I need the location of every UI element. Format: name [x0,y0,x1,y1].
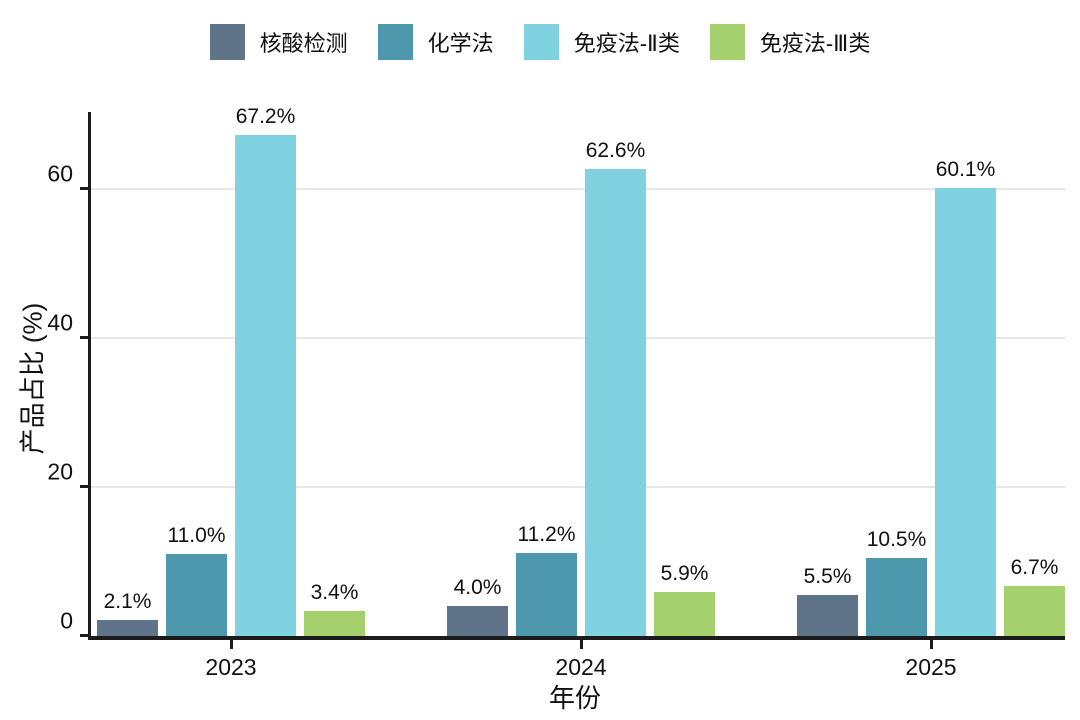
bar: 67.2% [235,105,296,636]
bar: 5.9% [654,562,715,636]
bar-value-label: 5.5% [803,565,852,589]
legend-swatch-icon [709,24,745,60]
legend-label: 核酸检测 [259,31,348,56]
bar: 5.5% [797,565,858,636]
gridline [91,485,1065,488]
legend-label: 化学法 [427,31,494,56]
y-axis-tick [80,484,88,488]
bar-value-label: 10.5% [866,527,927,551]
legend-swatch-icon [523,24,559,60]
bar: 62.6% [585,139,646,636]
gridline [91,187,1065,190]
bar: 11.2% [516,523,577,636]
legend-item: 核酸检测 [209,24,348,60]
bar-value-label: 3.4% [310,580,359,604]
bar-group: 2.1% 11.0% 67.2% 3.4% [97,105,365,636]
plot-area: 0 20 40 60 2.1% 11.0% 67.2% 3.4% 2023 4.0% 11.2% 62… [47,105,1065,680]
x-axis-tick [930,640,933,649]
bar: 11.0% [166,524,227,636]
legend-label: 免疫法-Ⅲ类 [759,31,871,56]
legend-item: 免疫法-Ⅱ类 [523,24,680,60]
bar-value-label: 67.2% [235,105,296,129]
bar-value-label: 62.6% [585,139,646,163]
legend-label: 免疫法-Ⅱ类 [573,31,680,56]
bar: 2.1% [97,590,158,636]
y-tick-label: 40 [47,309,73,336]
x-tick-label: 2025 [905,654,957,680]
y-axis-title: 产品占比 (%) [17,302,48,455]
bar-group: 4.0% 11.2% 62.6% 5.9% [447,112,715,636]
bar-value-label: 4.0% [453,576,502,600]
bar-value-label: 6.7% [1010,556,1059,580]
y-axis-tick [80,634,88,637]
legend-swatch-icon [209,24,245,60]
bar: 6.7% [1004,556,1065,636]
bar-value-label: 11.2% [517,522,576,546]
legend: 核酸检测 化学法 免疫法-Ⅱ类 免疫法-Ⅲ类 [0,18,1080,66]
x-axis-tick [230,640,233,649]
legend-swatch-icon [377,24,413,60]
gridline [91,336,1065,339]
y-axis-tick [80,186,88,190]
bar-value-label: 60.1% [935,158,996,182]
x-axis-title: 年份 [548,683,601,713]
y-axis-tick [80,335,88,339]
bar-value-label: 2.1% [103,590,152,614]
bar: 4.0% [447,576,508,636]
y-tick-label: 20 [47,458,73,485]
y-tick-label: 0 [60,607,73,634]
x-axis-tick [580,640,583,649]
bar-value-label: 5.9% [660,562,709,586]
bar: 3.4% [304,581,365,636]
bar-group: 5.5% 10.5% 60.1% 6.7% [797,112,1065,636]
x-tick-label: 2024 [555,654,607,680]
legend-item: 免疫法-Ⅲ类 [709,24,871,60]
bar-value-label: 11.0% [167,524,226,548]
bar: 60.1% [935,158,996,636]
x-tick-label: 2023 [205,654,257,680]
bar: 10.5% [866,528,927,636]
legend-item: 化学法 [377,24,494,60]
y-tick-label: 60 [47,160,73,187]
